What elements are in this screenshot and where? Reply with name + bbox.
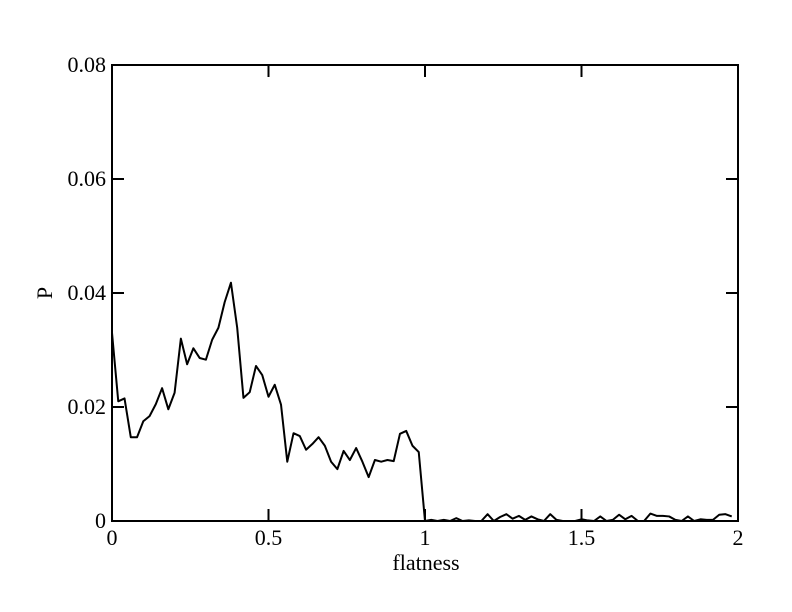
x-tick-label: 1.5 [568,525,596,550]
x-tick-label: 0.5 [255,525,283,550]
y-tick-label: 0 [95,508,106,533]
x-tick-label: 2 [733,525,744,550]
y-tick-label: 0.02 [68,394,107,419]
data-line [111,281,733,522]
y-axis-label: P [32,287,57,299]
x-tick-label: 1 [420,525,431,550]
y-tick-label: 0.08 [68,52,107,77]
y-tick-label: 0.06 [68,166,107,191]
x-axis-label: flatness [392,550,459,575]
y-tick-label: 0.04 [68,280,107,305]
x-tick-label: 0 [107,525,118,550]
